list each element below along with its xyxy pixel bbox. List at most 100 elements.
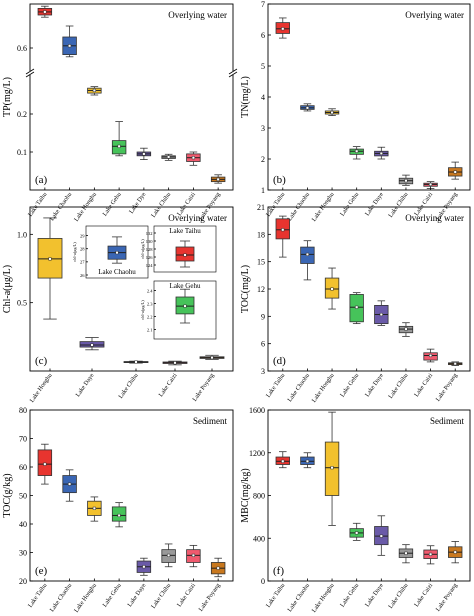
box-7-mean <box>216 177 220 181</box>
box-3-mean <box>355 305 359 309</box>
box-0-mean <box>48 257 52 261</box>
box-2-mean <box>330 287 334 291</box>
panel-c: 0.5 1.0 Lake Honghu Lake Daye Lake Chihu Lake… <box>2 206 234 404</box>
box-6-mean <box>191 553 195 557</box>
axis-break-mark <box>228 68 238 75</box>
y-tick-label: 2 <box>261 155 265 164</box>
inset-y-label: chl-a(μg/L) <box>140 239 145 259</box>
box-5-mean <box>404 551 408 555</box>
x-tick-label: Lake Taihu <box>265 372 287 399</box>
axis-break-gap <box>26 71 34 75</box>
panel-title: Overlying water <box>405 10 464 20</box>
y-axis-label: TN(mg/L) <box>240 76 251 118</box>
axis-break-mark <box>25 71 35 78</box>
y-axis-label: Chl-a(μg/L) <box>2 265 13 313</box>
panel-letter: (e) <box>35 565 48 577</box>
box-2-mean <box>330 110 334 115</box>
y-tick-label: 20 <box>19 577 27 586</box>
y-tick-label: 5 <box>261 62 265 71</box>
y-tick-label: 1 <box>261 186 265 195</box>
x-tick-label: Lake Gehu <box>101 582 122 608</box>
plot-frame <box>267 409 471 582</box>
y-tick-label: 1200 <box>249 449 265 458</box>
box-1-mean <box>90 343 94 347</box>
inset-2: 2.1 2.2 2.3 2.4 chl-a(μg/L) Lake Gehu <box>140 280 217 340</box>
x-tick-label: Lake Chihu <box>117 372 139 400</box>
inset-y-tick-label: 128 <box>146 247 154 252</box>
panel-title: Sediment <box>193 416 227 426</box>
plot-frame <box>29 206 234 372</box>
x-tick-label: Lake Taihu <box>27 582 49 609</box>
plot-frame <box>29 409 234 582</box>
inset-y-tick-label: 2.1 <box>147 327 153 332</box>
x-tick-label: Lake Gehu <box>339 191 360 217</box>
inset-y-tick-label: 132 <box>146 231 153 236</box>
y-tick-label: 0.6 <box>17 44 27 53</box>
box-3-mean <box>117 513 121 518</box>
box-2-mean <box>92 506 96 510</box>
box-4-mean <box>379 151 383 155</box>
box-7-mean <box>453 170 457 174</box>
box-0-mean <box>281 228 285 232</box>
x-tick-label: Lake Taihu <box>265 582 287 609</box>
y-tick-label: 6 <box>261 340 265 349</box>
x-tick-label: Lake Honghu <box>311 372 336 404</box>
panel-letter: (d) <box>273 355 286 367</box>
x-tick-label: Lake Poyang <box>191 372 215 403</box>
y-tick-label: 3 <box>261 124 265 133</box>
x-tick-label: Lake Daye <box>364 582 385 608</box>
box-2-mean <box>134 360 138 364</box>
y-axis-label: TP(mg/L) <box>2 77 13 117</box>
box-6-mean <box>191 156 195 160</box>
y-axis-label: TOC(g/kg) <box>2 473 13 517</box>
box-4-mean <box>379 534 383 538</box>
plot-frame <box>267 3 471 191</box>
y-tick-label: 1600 <box>249 406 265 415</box>
y-tick-label: 0.1 <box>17 148 27 157</box>
x-tick-label: Lake Chihu <box>387 372 409 400</box>
box-2-mean <box>92 88 96 92</box>
y-tick-label: 40 <box>19 520 27 529</box>
box-7-mean <box>453 550 457 554</box>
x-tick-label: Lake Gehu <box>339 582 360 608</box>
panel-letter: (c) <box>35 355 48 367</box>
box-3-mean <box>355 149 359 153</box>
box-7-mean <box>216 566 220 570</box>
x-tick-label: Lake Honghu <box>28 372 53 404</box>
box-5-mean <box>167 155 171 159</box>
y-tick-label: 800 <box>253 492 265 501</box>
y-tick-label: 6 <box>261 31 265 40</box>
y-tick-label: 7 <box>261 0 265 9</box>
x-tick-label: Lake Daye <box>126 582 147 608</box>
panel-letter: (a) <box>35 174 48 186</box>
axis-break-gap <box>229 71 237 75</box>
inset-y-tick-label: 2.4 <box>147 288 153 293</box>
inset-y-tick-label: 26 <box>80 273 85 278</box>
box-6-mean <box>429 353 433 358</box>
inset-y-tick-label: 2.3 <box>147 301 153 306</box>
panel-d: 3 6 9 12 15 18 21 Lake Taihu Lake Chaohu Lake Hon… <box>240 203 471 404</box>
box-4-mean <box>142 565 146 569</box>
x-tick-label: Lake Poyang <box>434 582 458 613</box>
x-tick-label: Lake Chaohu <box>286 372 311 403</box>
y-tick-label: 0.5 <box>17 299 27 308</box>
x-tick-label: Lake Dye <box>128 191 148 215</box>
box-5-mean <box>404 327 408 331</box>
y-tick-label: 21 <box>257 203 265 212</box>
y-tick-label: 0.2 <box>17 110 27 119</box>
box-0-mean <box>281 27 285 31</box>
inset-y-tick-label: 29 <box>80 233 85 238</box>
y-tick-label: 18 <box>257 230 265 239</box>
box-7-mean <box>453 362 457 366</box>
inset-label: Lake Chaohu <box>98 268 136 276</box>
box-0-mean <box>281 459 285 463</box>
panel-title: Overlying water <box>168 213 227 223</box>
box-4-mean <box>210 356 214 360</box>
inset-label: Lake Gehu <box>170 282 201 290</box>
panel-letter: (b) <box>273 174 286 186</box>
